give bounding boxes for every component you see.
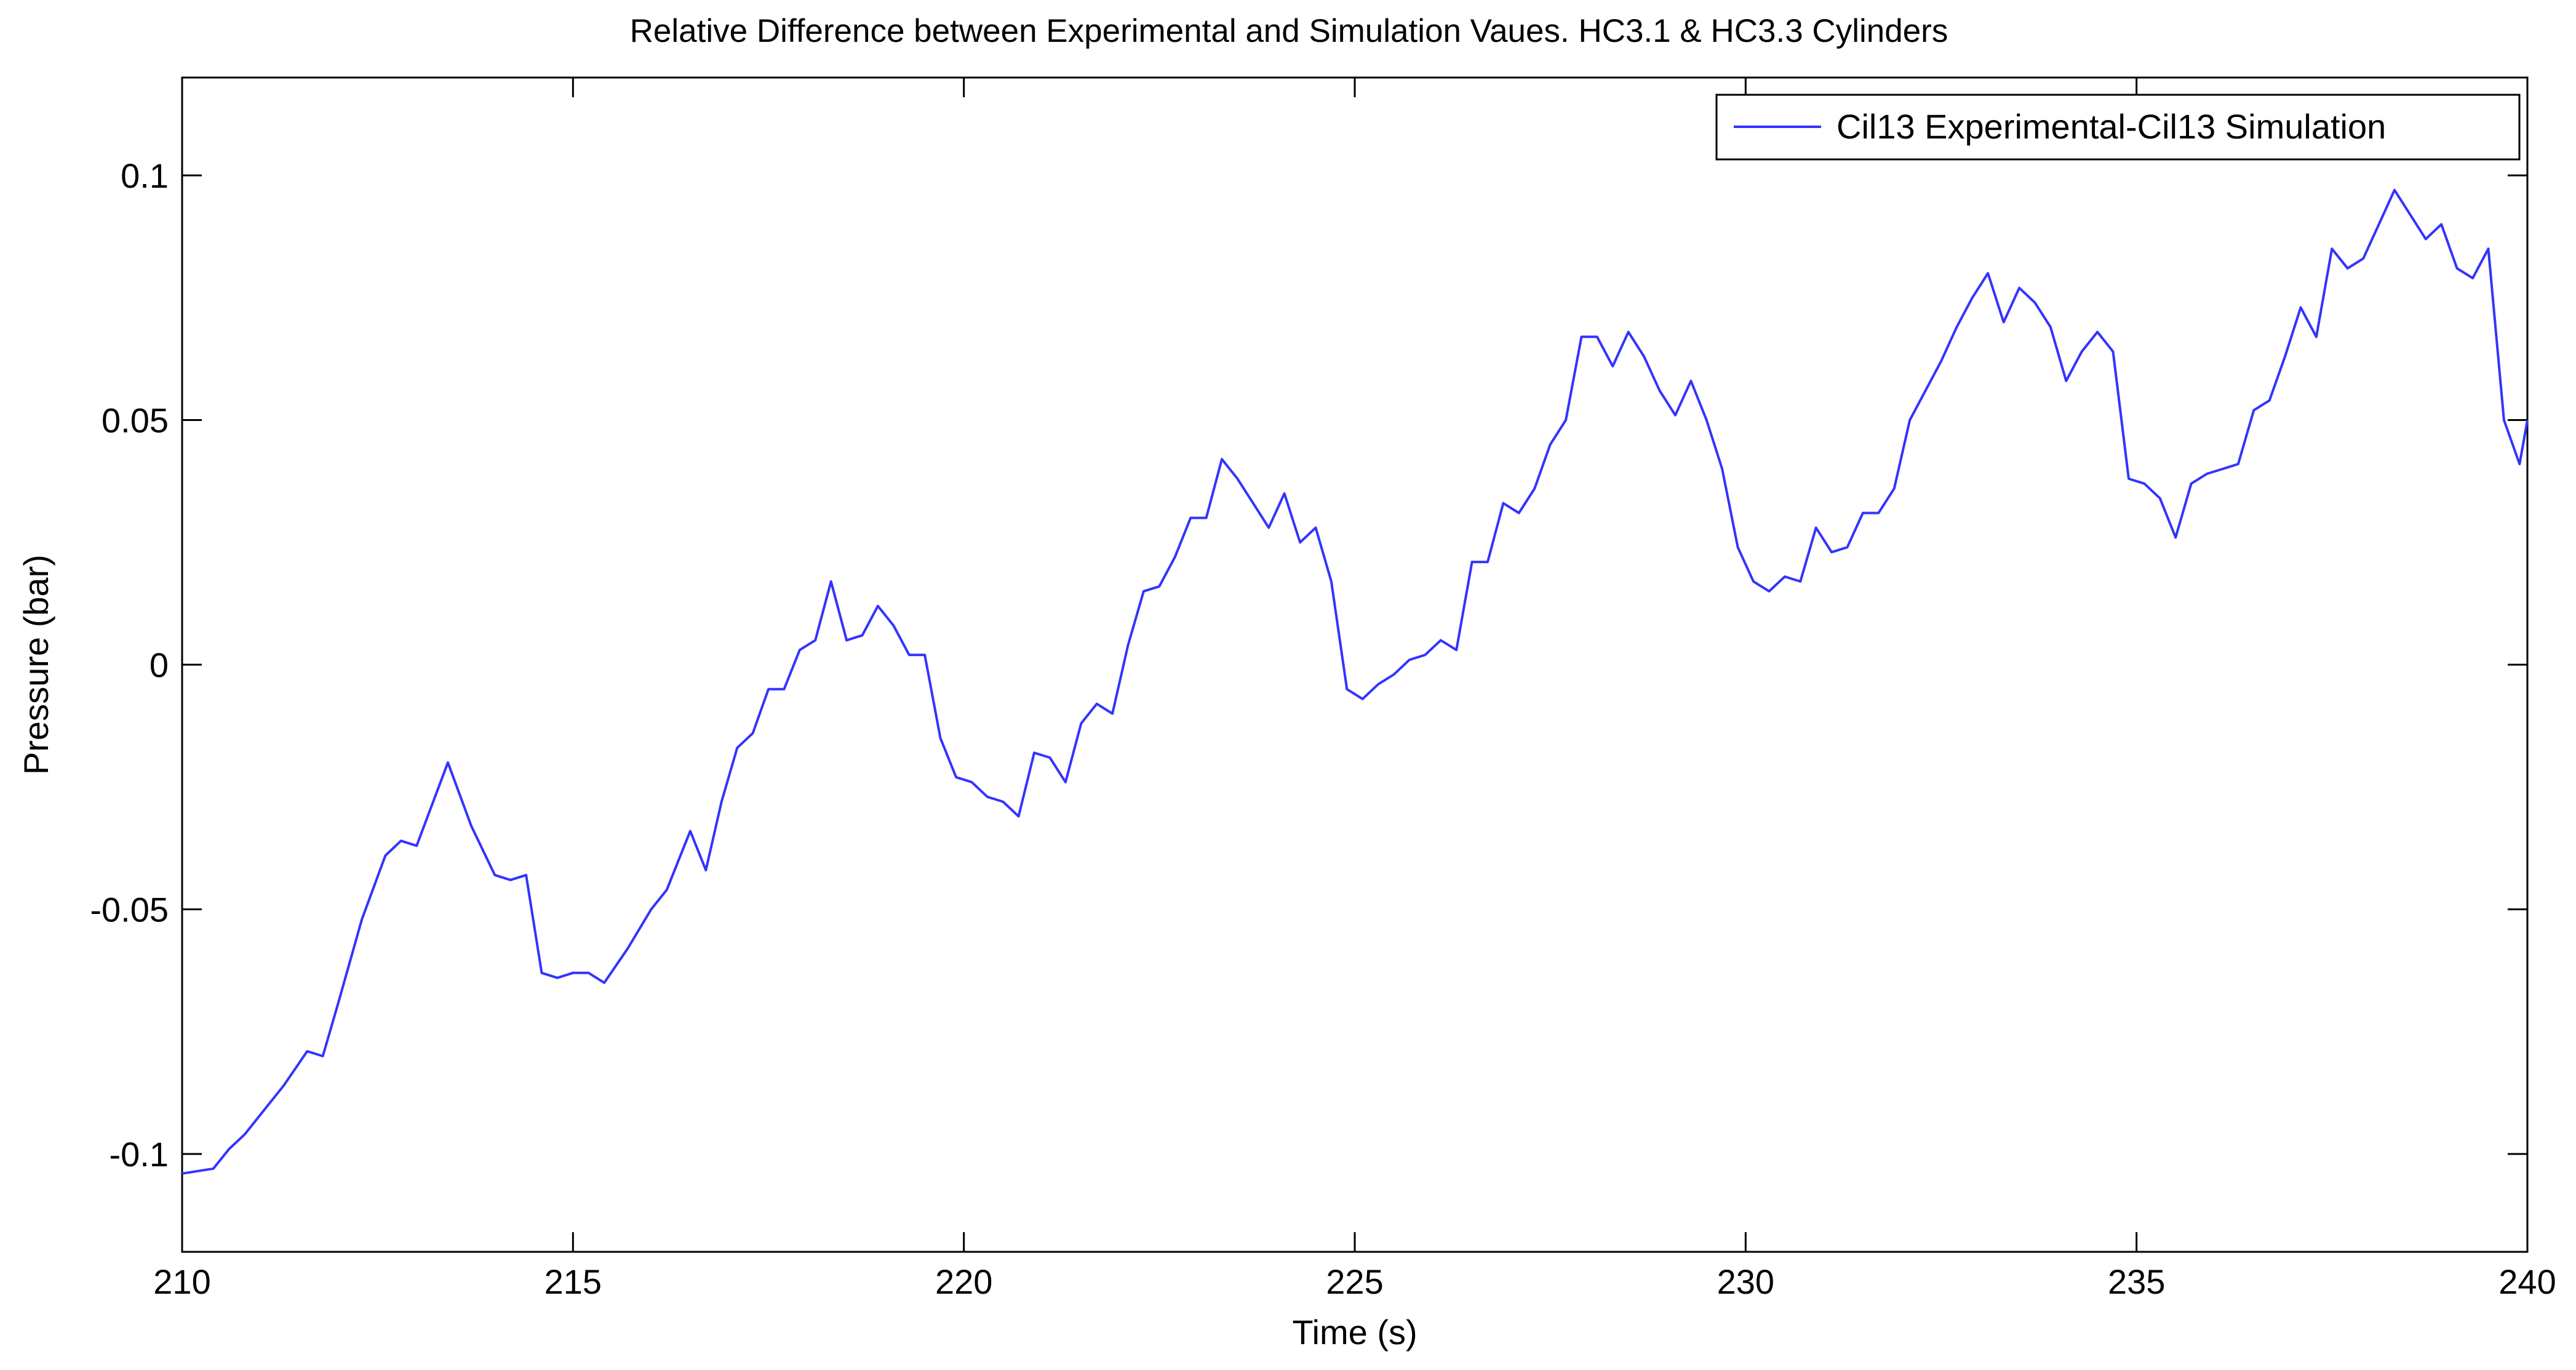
legend: Cil13 Experimental-Cil13 Simulation	[1715, 94, 2521, 161]
x-tick-label: 230	[1717, 1262, 1774, 1301]
x-tick-label: 225	[1326, 1262, 1383, 1301]
legend-box	[1715, 94, 2521, 161]
y-tick-label: -0.1	[110, 1135, 169, 1174]
y-axis-label: Pressure (bar)	[17, 555, 55, 775]
series-line	[181, 188, 2529, 1175]
y-axis-ticks: -0.1 -0.05 0 0.05 0.1	[90, 156, 2527, 1174]
x-tick-label: 235	[2108, 1262, 2165, 1301]
x-tick-label: 220	[935, 1262, 992, 1301]
x-tick-label: 210	[153, 1262, 210, 1301]
y-tick-label: -0.05	[90, 891, 169, 929]
legend-label: Cil13 Experimental-Cil13 Simulation	[1836, 107, 2386, 146]
x-tick-label: 215	[544, 1262, 602, 1301]
series-layer	[181, 188, 2529, 1175]
x-tick-label: 240	[2498, 1262, 2556, 1301]
y-tick-label: 0.1	[121, 156, 169, 195]
chart-title: Relative Difference between Experimental…	[630, 13, 1948, 49]
x-axis-ticks: 210 215 220 225 230 235 240	[153, 78, 2556, 1301]
y-tick-label: 0.05	[102, 401, 169, 440]
y-tick-label: 0	[150, 646, 169, 684]
plot-area	[181, 76, 2529, 1253]
x-axis-label: Time (s)	[1292, 1313, 1417, 1352]
